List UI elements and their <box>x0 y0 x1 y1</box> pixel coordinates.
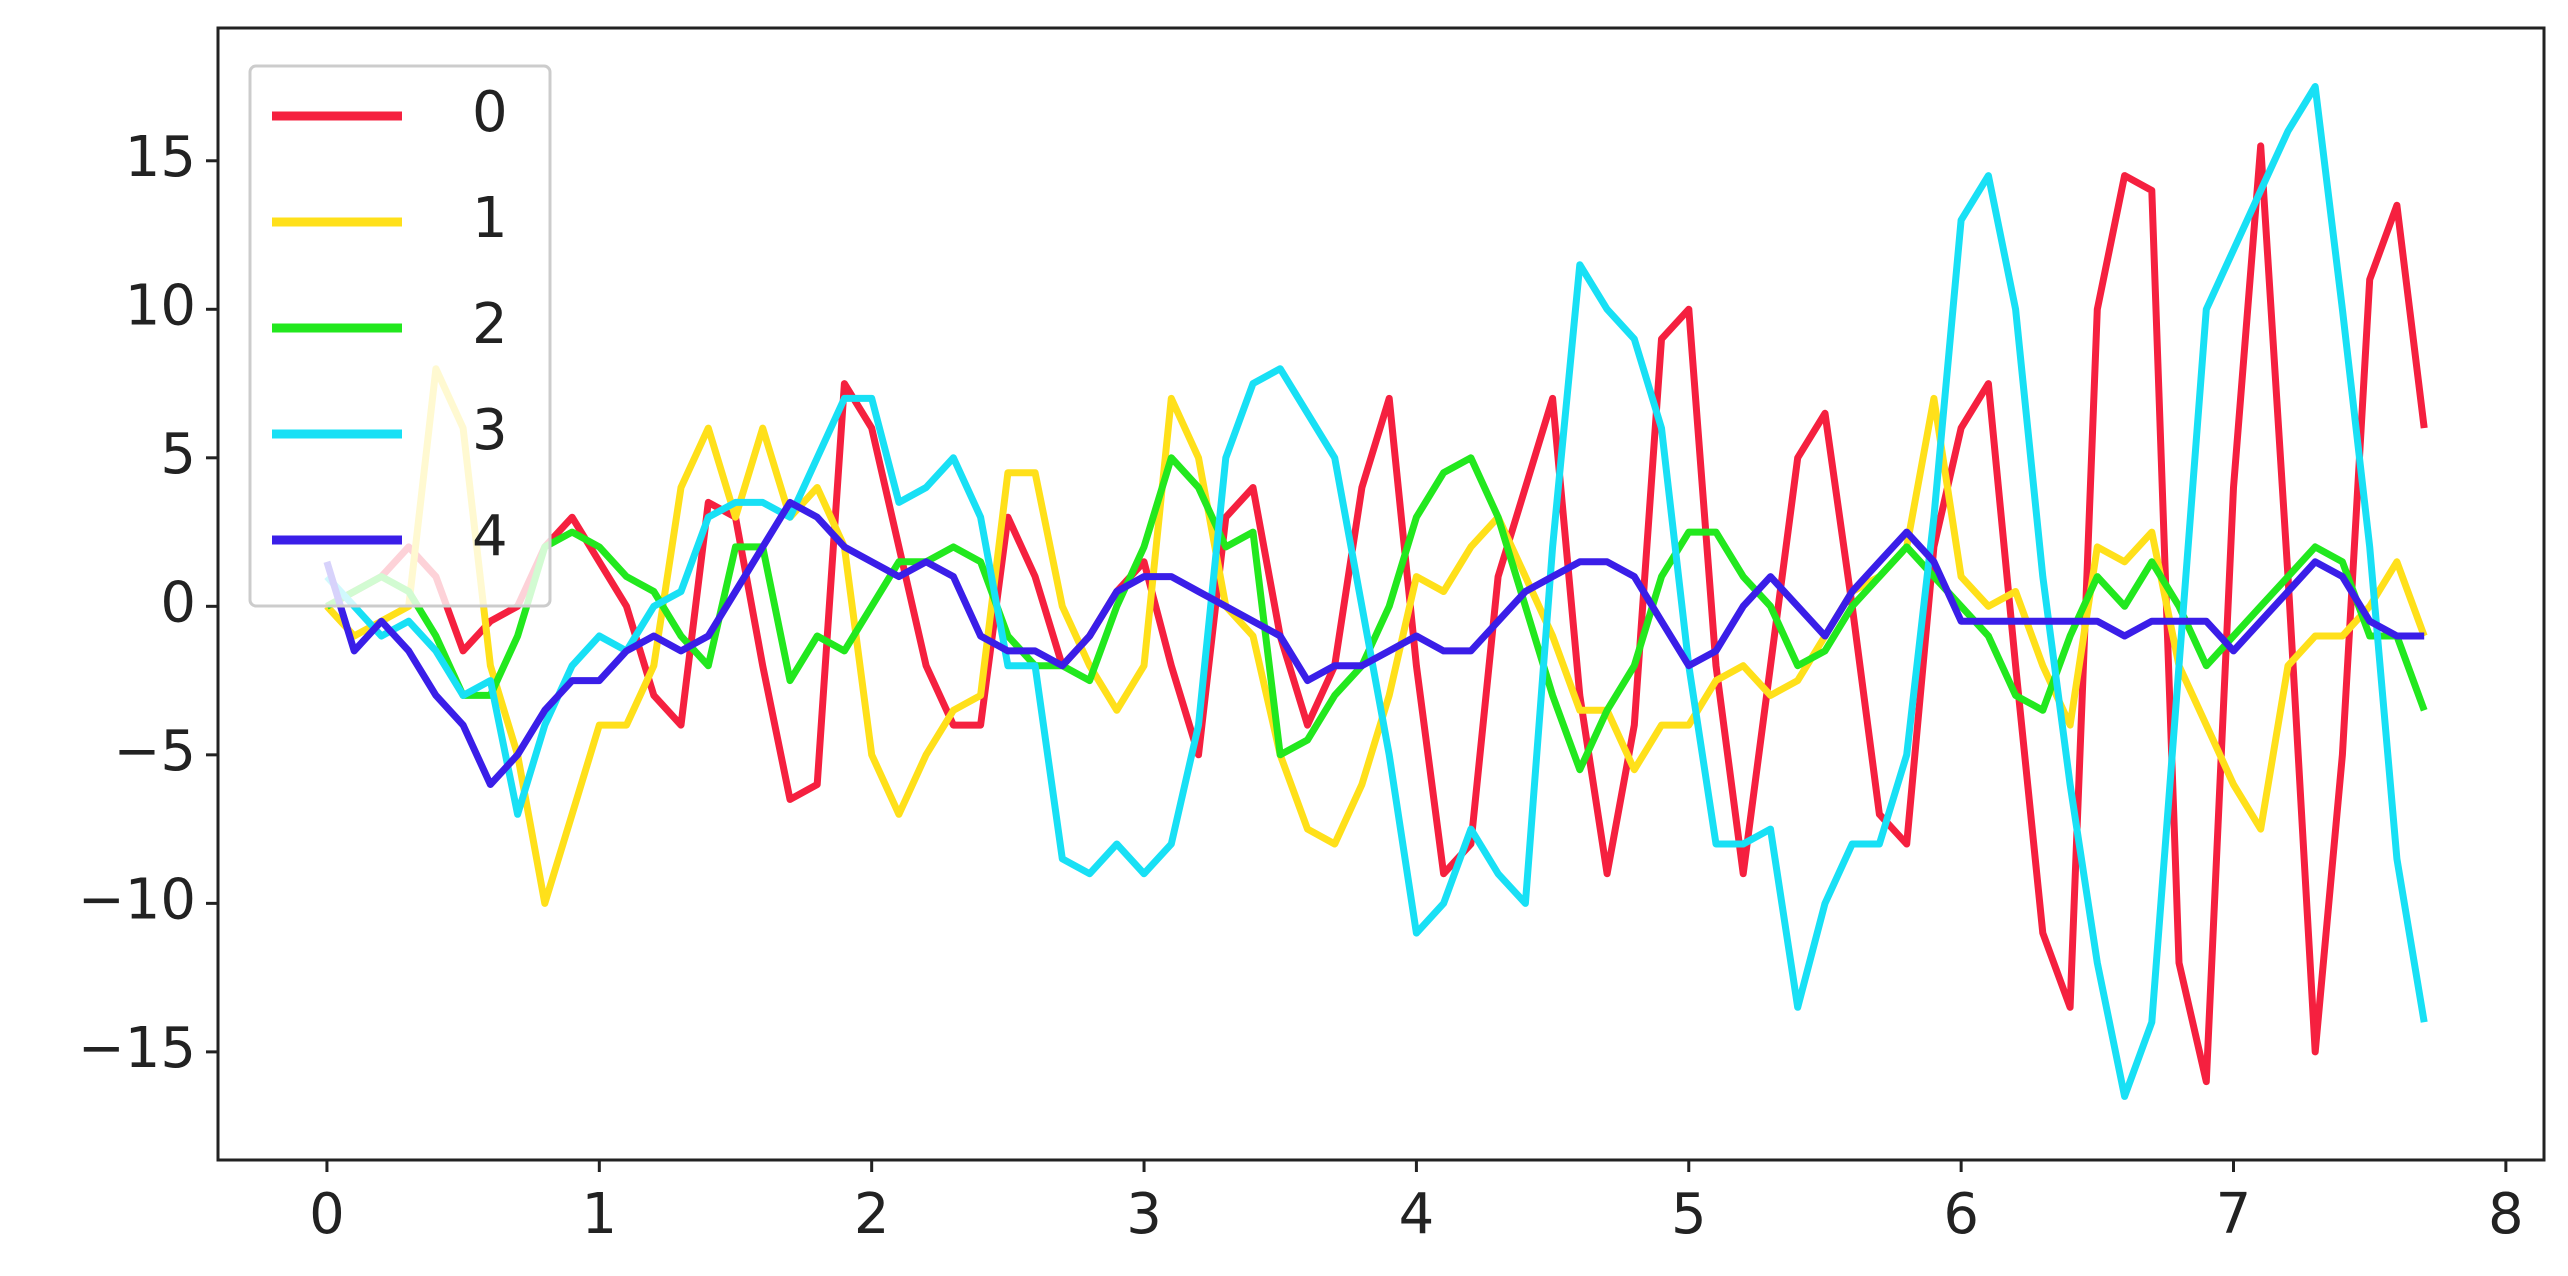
x-tick-label: 7 <box>2216 1182 2252 1247</box>
legend-label: 0 <box>472 80 508 145</box>
x-tick-label: 8 <box>2488 1182 2524 1247</box>
x-tick-label: 3 <box>1126 1182 1162 1247</box>
legend-label: 3 <box>472 398 508 463</box>
x-tick-label: 5 <box>1671 1182 1707 1247</box>
y-tick-label: 5 <box>160 422 196 487</box>
y-tick-label: −10 <box>78 868 196 933</box>
y-tick-label: −15 <box>78 1016 196 1081</box>
x-tick-label: 4 <box>1399 1182 1435 1247</box>
legend-label: 2 <box>472 292 508 357</box>
legend-label: 1 <box>472 186 508 251</box>
series-line <box>323 498 2425 788</box>
x-tick-label: 1 <box>581 1182 617 1247</box>
legend-label: 4 <box>472 504 508 569</box>
legend-box <box>248 64 552 608</box>
legend: 0 1 2 3 4 <box>248 64 552 608</box>
series-line <box>325 142 2428 1086</box>
series-line <box>325 454 2428 774</box>
y-tick-label: 15 <box>125 125 196 190</box>
x-tick-label: 0 <box>309 1182 345 1247</box>
x-tick-label: 2 <box>854 1182 890 1247</box>
series-line <box>324 83 2428 1100</box>
series-line <box>324 365 2428 907</box>
plot-frame <box>216 26 2546 1162</box>
y-tick-label: −5 <box>113 719 196 784</box>
y-tick-label: 10 <box>125 273 196 338</box>
y-tick-label: 0 <box>160 570 196 635</box>
x-tick-label: 6 <box>1943 1182 1979 1247</box>
